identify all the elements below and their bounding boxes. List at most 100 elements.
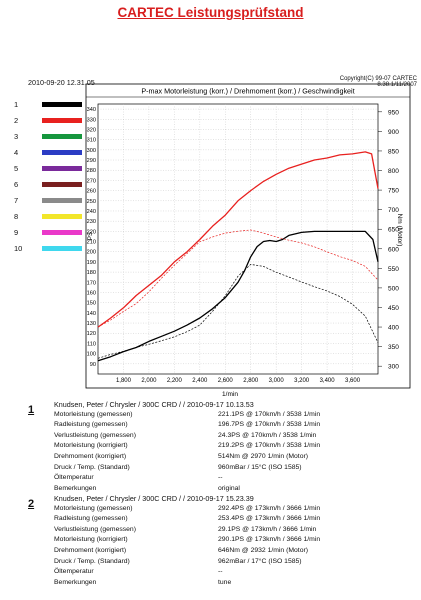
run-row-label: Bemerkungen [54, 484, 97, 492]
series-line-3 [97, 264, 379, 359]
y-tick-label-left: 310 [87, 138, 96, 144]
run-row-label: Motorleistung (korrigiert) [54, 442, 128, 450]
legend-swatch [42, 198, 82, 203]
legend-number: 5 [14, 164, 19, 173]
series-line-2 [97, 151, 379, 328]
x-axis-label: 1/min [222, 391, 238, 398]
copyright: Copyright(C) 99-07 CARTEC 8.38.1/11/2007 [339, 76, 417, 88]
y-tick-label-left: 160 [87, 290, 96, 296]
x-tick-label: 3,200 [294, 378, 310, 384]
run-row-value: 514Nm @ 2970 1/min (Motor) [218, 452, 309, 460]
legend-number: 8 [14, 212, 19, 221]
legend-number: 2 [14, 116, 19, 125]
run-number: 1 [28, 404, 35, 416]
run-row-label: Motorleistung (gemessen) [54, 410, 133, 418]
run-row-label: Verlustleistung (gemessen) [54, 431, 136, 439]
y-tick-label-right: 800 [388, 168, 399, 175]
legend-item-9: 9 [14, 228, 92, 238]
run-row-label: Druck / Temp. (Standard) [54, 557, 130, 565]
plot-frame [85, 83, 411, 389]
y-tick-label-left: 270 [87, 178, 96, 184]
y-tick-label-right: 300 [388, 364, 399, 371]
y-tick-label-left: 210 [87, 240, 96, 246]
run-row-value: 962mBar / 17°C (ISO 1585) [218, 557, 302, 565]
y-tick-label-right: 950 [388, 109, 399, 116]
x-tick-label: 3,600 [345, 378, 361, 384]
y-tick-label-left: 130 [87, 321, 96, 327]
y-tick-label-right: 750 [388, 188, 399, 195]
x-tick-label: 1,800 [116, 378, 132, 384]
timestamp: 2010-09-20 12.31.05 [28, 78, 95, 87]
x-tick-label: 3,400 [320, 378, 336, 384]
y-tick-label-right: 600 [388, 246, 399, 253]
plot-area [97, 103, 379, 375]
y-tick-label-right: 350 [388, 344, 399, 351]
run-row-value: 960mBar / 15°C (ISO 1585) [218, 463, 302, 471]
y-tick-label-right: 450 [388, 305, 399, 312]
run-row-value: -- [218, 474, 223, 482]
legend-number: 9 [14, 228, 19, 237]
run-row-value: 29.1PS @ 173km/h / 3666 1/min [218, 525, 317, 533]
run-row-label: Öltemperatur [54, 474, 94, 482]
legend-swatch [42, 246, 82, 251]
legend-swatch [42, 134, 82, 139]
run-row-value: 290.1PS @ 173km/h / 3666 1/min [218, 536, 321, 544]
y-tick-label-left: 260 [87, 189, 96, 195]
y-tick-label-left: 180 [87, 270, 96, 276]
legend-swatch [42, 230, 82, 235]
legend-number: 6 [14, 180, 19, 189]
y-tick-label-right: 500 [388, 285, 399, 292]
legend-item-2: 2 [14, 116, 92, 126]
y-tick-label-left: 120 [87, 331, 96, 337]
legend-item-5: 5 [14, 164, 92, 174]
dyno-chart: P-max Motorleistung (korr.) / Drehmoment… [85, 83, 411, 398]
legend-swatch [42, 102, 82, 107]
x-tick-label: 2,800 [243, 378, 259, 384]
legend-number: 3 [14, 132, 19, 141]
y-tick-label-left: 280 [87, 168, 96, 174]
y-tick-label-left: 330 [87, 117, 96, 123]
run-row-label: Öltemperatur [54, 568, 94, 576]
run-row-value: 253.4PS @ 173km/h / 3666 1/min [218, 515, 321, 523]
y-tick-label-left: 200 [87, 250, 96, 256]
run-row-value: original [218, 484, 240, 492]
run-number: 2 [28, 498, 35, 510]
y-tick-label-left: 170 [87, 280, 96, 286]
legend-swatch [42, 182, 82, 187]
x-tick-label: 2,400 [192, 378, 208, 384]
y-tick-label-right: 650 [388, 227, 399, 234]
run-title: Knudsen, Peter / Chrysler / 300C CRD / /… [54, 494, 254, 503]
run-row-label: Radleistung (gemessen) [54, 421, 128, 429]
legend-item-4: 4 [14, 148, 92, 158]
y-tick-label-left: 190 [87, 260, 96, 266]
y-tick-label-left: 290 [87, 158, 96, 164]
y-tick-label-left: 230 [87, 219, 96, 225]
run-row-value: -- [218, 568, 223, 576]
x-tick-label: 2,200 [167, 378, 183, 384]
legend-item-3: 3 [14, 132, 92, 142]
x-tick-label: 2,000 [141, 378, 157, 384]
series-line-4 [97, 229, 379, 328]
run-row-label: Motorleistung (korrigiert) [54, 536, 128, 544]
legend-number: 10 [14, 244, 23, 253]
series-line-1 [97, 230, 379, 362]
y-tick-label-right: 550 [388, 266, 399, 273]
run-row-label: Druck / Temp. (Standard) [54, 463, 130, 471]
legend-item-6: 6 [14, 180, 92, 190]
legend-swatch [42, 214, 82, 219]
y-tick-label-right: 700 [388, 207, 399, 214]
run-row-label: Verlustleistung (gemessen) [54, 525, 136, 533]
legend-number: 4 [14, 148, 19, 157]
y-tick-label-left: 100 [87, 352, 96, 358]
y-tick-label-left: 150 [87, 301, 96, 307]
y-tick-label-left: 220 [87, 229, 96, 235]
legend-item-1: 1 [14, 100, 92, 110]
legend-item-8: 8 [14, 212, 92, 222]
y-tick-label-left: 340 [87, 107, 96, 113]
page-title: CARTEC Leistungsprüfstand [117, 5, 304, 20]
y-tick-label-left: 320 [87, 127, 96, 133]
legend-item-7: 7 [14, 196, 92, 206]
legend-swatch [42, 166, 82, 171]
legend-number: 1 [14, 100, 19, 109]
chart-title: P-max Motorleistung (korr.) / Drehmoment… [141, 87, 354, 96]
